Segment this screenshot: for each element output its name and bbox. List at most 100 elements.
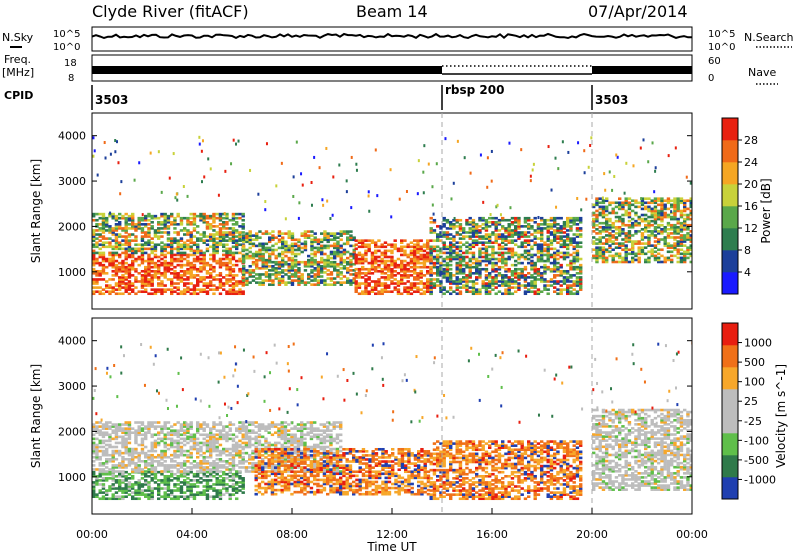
scatter-cell bbox=[111, 253, 115, 257]
scatter-cell bbox=[666, 236, 671, 239]
scatter-cell bbox=[255, 277, 259, 280]
scatter-cell bbox=[235, 487, 239, 490]
scatter-cell bbox=[409, 282, 414, 285]
scatter-cell bbox=[118, 423, 122, 426]
scatter-cell bbox=[504, 282, 508, 285]
scatter-cell bbox=[98, 255, 102, 259]
scatter-cell bbox=[205, 460, 210, 463]
scatter-cell bbox=[166, 218, 171, 222]
scatter-cell bbox=[183, 425, 187, 428]
scatter-cell bbox=[527, 282, 531, 285]
scatter-cell bbox=[354, 286, 358, 289]
scatter-cell bbox=[294, 273, 298, 276]
scatter-cell bbox=[313, 262, 317, 266]
scatter-cell bbox=[124, 423, 128, 426]
scatter-cell bbox=[144, 483, 148, 486]
scatter-cell bbox=[575, 245, 580, 249]
scatter-cell bbox=[313, 258, 317, 262]
scatter-cell bbox=[432, 249, 437, 253]
scatter-cell bbox=[277, 279, 282, 282]
scatter-echo bbox=[292, 175, 295, 179]
scatter-cell bbox=[196, 249, 200, 253]
scatter-cell bbox=[277, 264, 282, 268]
scatter-cell bbox=[189, 261, 193, 265]
scatter-cell bbox=[186, 453, 190, 457]
scatter-cell bbox=[114, 239, 119, 242]
scatter-cell bbox=[231, 257, 236, 261]
scatter-cell bbox=[166, 231, 171, 234]
scatter-cell bbox=[218, 278, 223, 281]
scatter-cell bbox=[166, 455, 171, 459]
scatter-cell bbox=[284, 250, 288, 254]
scatter-cell bbox=[238, 225, 242, 228]
scatter-cell bbox=[108, 468, 112, 471]
scatter-cell bbox=[202, 255, 206, 259]
scatter-cell bbox=[634, 252, 638, 256]
scatter-cell bbox=[218, 474, 223, 478]
scatter-cell bbox=[225, 263, 229, 267]
scatter-cell bbox=[579, 284, 583, 287]
scatter-cell bbox=[510, 233, 515, 236]
scatter-cell bbox=[202, 284, 206, 287]
scatter-cell bbox=[484, 274, 489, 277]
scatter-cell bbox=[134, 249, 138, 253]
scatter-echo bbox=[613, 174, 616, 178]
scatter-cell bbox=[245, 279, 249, 282]
scatter-cell bbox=[150, 421, 154, 424]
scatter-cell bbox=[455, 257, 459, 261]
scatter-cell bbox=[153, 229, 158, 232]
scatter-cell bbox=[575, 216, 580, 220]
scatter-cell bbox=[621, 219, 625, 223]
scatter-cell bbox=[186, 243, 190, 247]
scatter-cell bbox=[183, 247, 187, 251]
scatter-cell bbox=[212, 462, 216, 465]
scatter-cell bbox=[313, 283, 317, 286]
scatter-cell bbox=[137, 427, 141, 430]
scatter-cell bbox=[294, 258, 298, 262]
scatter-cell bbox=[670, 215, 674, 219]
scatter-cell bbox=[108, 453, 112, 457]
scatter-cell bbox=[127, 447, 132, 451]
scatter-cell bbox=[403, 251, 407, 255]
scatter-cell bbox=[488, 261, 492, 265]
scatter-cell bbox=[186, 245, 190, 249]
scatter-cell bbox=[235, 489, 239, 492]
scatter-cell bbox=[689, 230, 692, 233]
scatter-cell bbox=[484, 292, 489, 296]
scatter-cell bbox=[202, 288, 206, 291]
scatter-cell bbox=[238, 282, 242, 285]
scatter-cell bbox=[212, 443, 216, 447]
scatter-cell bbox=[387, 265, 391, 269]
scatter-cell bbox=[361, 276, 365, 279]
scatter-cell bbox=[514, 272, 518, 275]
scatter-cell bbox=[595, 201, 599, 205]
scatter-cell bbox=[274, 262, 278, 266]
scatter-cell bbox=[199, 265, 203, 269]
scatter-cell bbox=[657, 260, 661, 264]
scatter-cell bbox=[176, 487, 180, 490]
colorbar-tick-label: 12 bbox=[744, 222, 758, 235]
scatter-cell bbox=[111, 495, 115, 498]
scatter-cell bbox=[566, 284, 570, 287]
scatter-cell bbox=[644, 223, 648, 227]
scatter-cell bbox=[144, 462, 148, 465]
scatter-cell bbox=[209, 441, 213, 445]
scatter-cell bbox=[501, 278, 505, 281]
scatter-cell bbox=[264, 260, 269, 264]
scatter-cell bbox=[543, 249, 547, 253]
scatter-cell bbox=[235, 497, 239, 501]
scatter-cell bbox=[657, 240, 661, 243]
scatter-cell bbox=[383, 255, 388, 259]
scatter-cell bbox=[147, 493, 151, 496]
scatter-cell bbox=[592, 225, 596, 229]
scatter-cell bbox=[679, 242, 684, 245]
scatter-cell bbox=[225, 261, 229, 265]
scatter-cell bbox=[205, 493, 210, 496]
scatter-cell bbox=[134, 223, 138, 226]
scatter-cell bbox=[241, 214, 245, 218]
scatter-cell bbox=[553, 257, 557, 261]
scatter-cell bbox=[147, 457, 151, 461]
scatter-cell bbox=[192, 485, 197, 488]
scatter-cell bbox=[370, 241, 375, 244]
scatter-cell bbox=[400, 249, 404, 253]
